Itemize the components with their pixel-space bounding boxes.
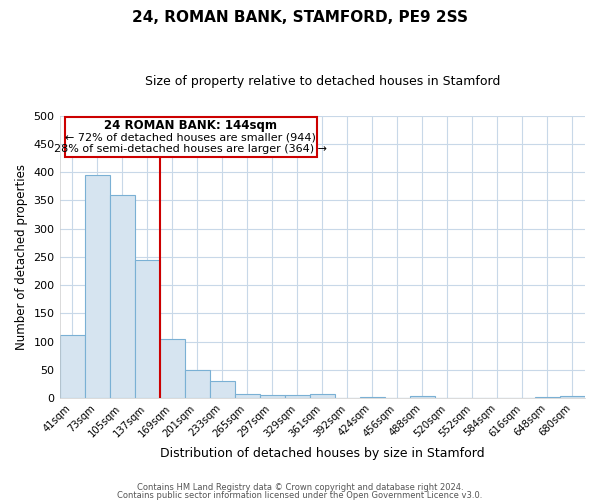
- Bar: [560, 396, 585, 398]
- Bar: [209, 381, 235, 398]
- Text: 24, ROMAN BANK, STAMFORD, PE9 2SS: 24, ROMAN BANK, STAMFORD, PE9 2SS: [132, 10, 468, 25]
- Bar: [85, 176, 110, 398]
- Bar: [134, 260, 160, 398]
- Text: 28% of semi-detached houses are larger (364) →: 28% of semi-detached houses are larger (…: [55, 144, 328, 154]
- Bar: [160, 339, 185, 398]
- Bar: [285, 396, 310, 398]
- Bar: [59, 335, 85, 398]
- Bar: [310, 394, 335, 398]
- Bar: [535, 397, 560, 398]
- Text: 24 ROMAN BANK: 144sqm: 24 ROMAN BANK: 144sqm: [104, 119, 277, 132]
- FancyBboxPatch shape: [65, 117, 317, 156]
- Bar: [260, 396, 285, 398]
- Y-axis label: Number of detached properties: Number of detached properties: [15, 164, 28, 350]
- Bar: [360, 397, 385, 398]
- Bar: [110, 194, 134, 398]
- Bar: [410, 396, 435, 398]
- X-axis label: Distribution of detached houses by size in Stamford: Distribution of detached houses by size …: [160, 447, 485, 460]
- Bar: [235, 394, 260, 398]
- Bar: [185, 370, 209, 398]
- Title: Size of property relative to detached houses in Stamford: Size of property relative to detached ho…: [145, 75, 500, 88]
- Text: Contains HM Land Registry data © Crown copyright and database right 2024.: Contains HM Land Registry data © Crown c…: [137, 484, 463, 492]
- Text: ← 72% of detached houses are smaller (944): ← 72% of detached houses are smaller (94…: [65, 132, 316, 142]
- Text: Contains public sector information licensed under the Open Government Licence v3: Contains public sector information licen…: [118, 490, 482, 500]
